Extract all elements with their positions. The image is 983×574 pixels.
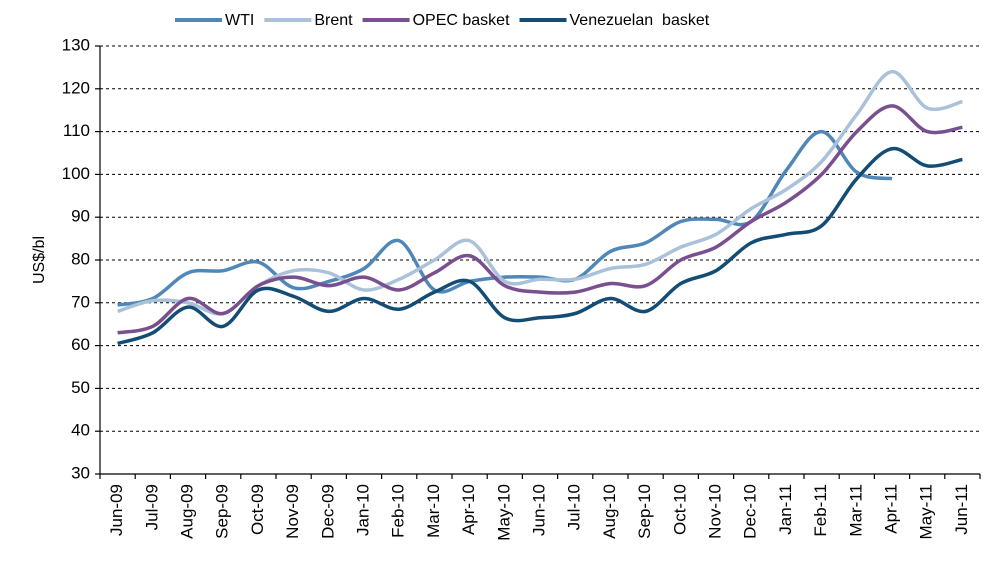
x-tick-label: Mar-10 (424, 484, 443, 538)
y-tick-label: 40 (71, 421, 90, 440)
x-tick-label: Dec-10 (741, 484, 760, 539)
y-tick-label: 50 (71, 378, 90, 397)
series-line (117, 104, 963, 335)
y-tick-label: 60 (71, 335, 90, 354)
x-tick-label: Apr-10 (459, 484, 478, 535)
x-tick-label: Jan-10 (353, 484, 372, 536)
x-tick-label: Nov-10 (705, 484, 724, 539)
x-tick-label: May-11 (917, 484, 936, 539)
x-tick-label: Aug-10 (600, 484, 619, 539)
y-tick-label: 110 (63, 121, 90, 140)
x-tick-label: Jun-10 (529, 484, 548, 536)
x-tick-label: Sep-10 (635, 484, 654, 539)
legend-label: Venezuelan basket (570, 12, 710, 29)
y-tick-label: 130 (62, 35, 90, 54)
y-tick-label: 80 (71, 249, 90, 268)
x-tick-label: Jun-09 (107, 484, 126, 536)
y-tick-label: 30 (71, 463, 90, 482)
x-tick-label: Apr-11 (881, 484, 900, 534)
x-tick-label: Oct-09 (248, 484, 267, 535)
x-tick-label: Jul-10 (565, 484, 584, 530)
x-tick-label: Aug-09 (177, 484, 196, 539)
y-tick-label: 120 (62, 78, 90, 97)
legend-label: Brent (314, 12, 353, 29)
x-tick-label: Sep-09 (213, 484, 232, 539)
x-tick-label: Feb-11 (811, 484, 830, 537)
y-tick-label: 100 (62, 164, 90, 183)
y-tick-label: 70 (71, 292, 90, 311)
x-tick-label: Jun-11 (952, 484, 971, 535)
x-tick-label: Jan-11 (776, 484, 795, 535)
legend-label: OPEC basket (413, 12, 510, 29)
x-tick-label: Jul-09 (142, 484, 161, 530)
series-line (117, 129, 893, 307)
series-line (117, 146, 963, 346)
x-tick-label: May-10 (494, 484, 513, 541)
y-tick-label: 90 (71, 207, 90, 226)
legend-label: WTI (225, 12, 254, 29)
x-tick-label: Mar-11 (846, 484, 865, 537)
series-line (117, 69, 963, 316)
x-tick-label: Oct-10 (670, 484, 689, 535)
x-tick-label: Feb-10 (389, 484, 408, 538)
x-tick-label: Nov-09 (283, 484, 302, 539)
y-axis-label: US$/bl (31, 236, 48, 284)
x-tick-label: Dec-09 (318, 484, 337, 539)
